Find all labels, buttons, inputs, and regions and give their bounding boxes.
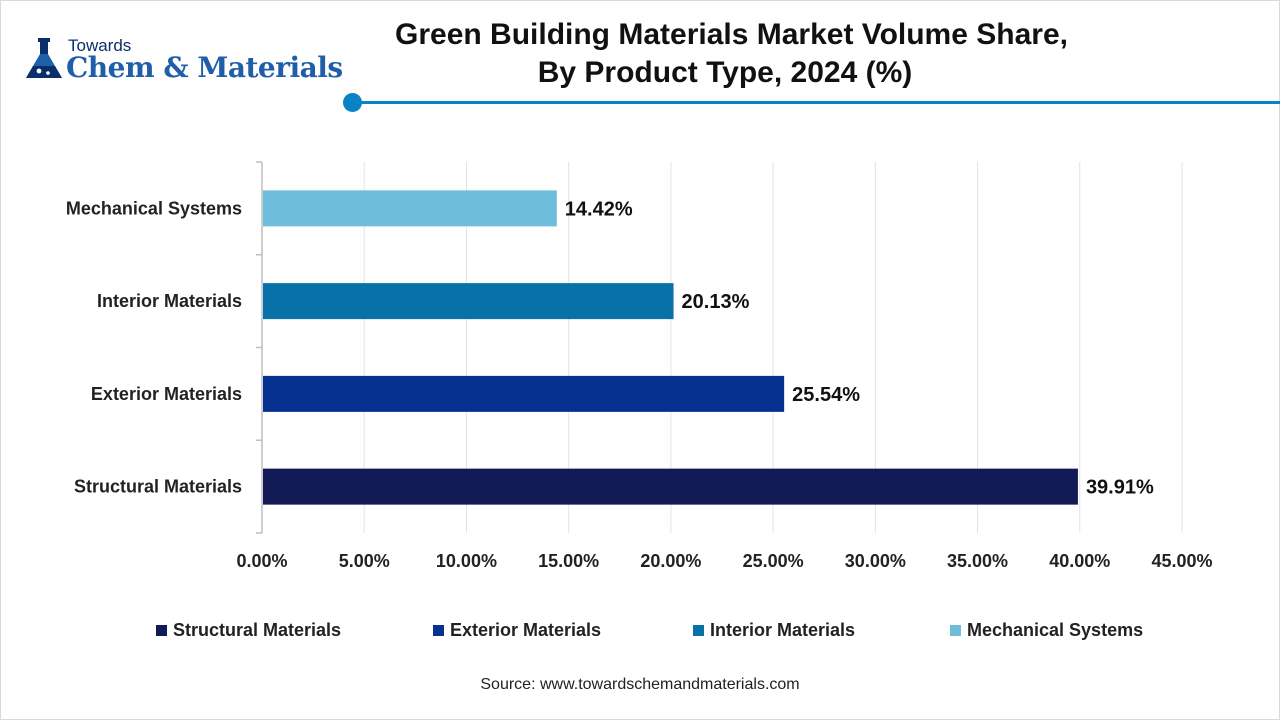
category-label: Structural Materials xyxy=(74,477,242,497)
category-label: Exterior Materials xyxy=(91,384,242,404)
x-tick-label: 35.00% xyxy=(947,551,1008,571)
legend-item-structural: Structural Materials xyxy=(156,620,341,641)
chart-legend: Structural Materials Exterior Materials … xyxy=(0,620,1280,644)
brand-main-text: Chem & Materials xyxy=(66,51,343,84)
x-tick-label: 25.00% xyxy=(743,551,804,571)
legend-item-mechanical: Mechanical Systems xyxy=(950,620,1143,641)
flask-icon xyxy=(26,38,62,78)
brand-logo: Towards Chem & Materials xyxy=(22,36,343,86)
x-tick-label: 0.00% xyxy=(236,551,287,571)
x-tick-label: 40.00% xyxy=(1049,551,1110,571)
value-label: 39.91% xyxy=(1086,477,1154,499)
legend-item-interior: Interior Materials xyxy=(693,620,855,641)
value-label: 20.13% xyxy=(682,291,750,313)
bar xyxy=(263,468,1078,505)
legend-swatch-structural xyxy=(156,625,167,636)
brand-top-text: Towards xyxy=(68,36,132,55)
value-label: 25.54% xyxy=(792,384,860,406)
chart-title-line-2: By Product Type, 2024 (%) xyxy=(537,56,913,89)
legend-swatch-exterior xyxy=(433,625,444,636)
bar xyxy=(263,190,557,227)
category-label: Interior Materials xyxy=(97,291,242,311)
value-label: 14.42% xyxy=(565,198,633,220)
bar xyxy=(263,283,674,320)
legend-swatch-interior xyxy=(693,625,704,636)
header-rule xyxy=(352,101,1280,104)
category-label: Mechanical Systems xyxy=(66,198,242,218)
header-rule-dot xyxy=(343,93,362,112)
legend-label-exterior: Exterior Materials xyxy=(450,620,602,640)
x-tick-label: 10.00% xyxy=(436,551,497,571)
x-tick-label: 30.00% xyxy=(845,551,906,571)
legend-label-mechanical: Mechanical Systems xyxy=(967,620,1144,640)
x-tick-label: 20.00% xyxy=(640,551,701,571)
legend-item-exterior: Exterior Materials xyxy=(433,620,601,641)
bar xyxy=(263,375,785,412)
x-tick-label: 45.00% xyxy=(1151,551,1212,571)
legend-label-structural: Structural Materials xyxy=(173,620,342,640)
x-tick-label: 15.00% xyxy=(538,551,599,571)
legend-label-interior: Interior Materials xyxy=(710,620,856,640)
x-tick-label: 5.00% xyxy=(339,551,390,571)
chart-title: Green Building Materials Market Volume S… xyxy=(395,16,1068,92)
chart-title-line-1: Green Building Materials Market Volume S… xyxy=(395,18,1068,51)
legend-swatch-mechanical xyxy=(950,625,961,636)
source-note: Source: www.towardschemandmaterials.com xyxy=(480,676,800,693)
